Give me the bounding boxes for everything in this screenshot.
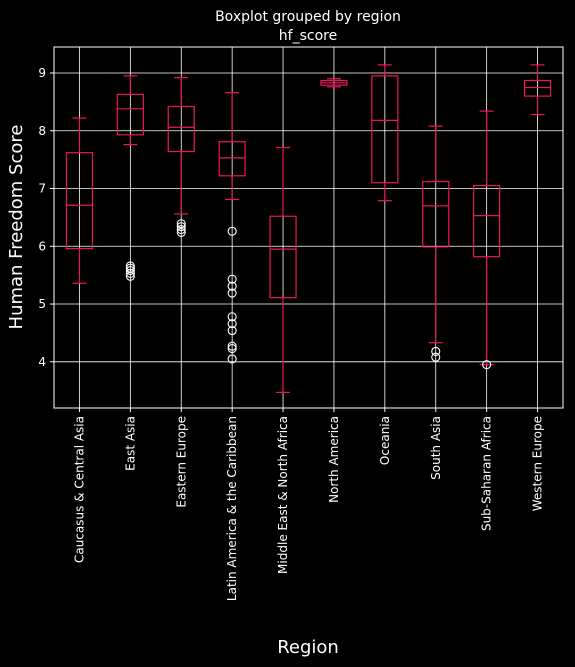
outlier-point (482, 360, 492, 370)
y-tick-label: 8 (38, 124, 46, 138)
box-group (116, 75, 144, 281)
box-group (167, 77, 195, 237)
outlier-point (227, 288, 237, 298)
x-tick-label: East Asia (123, 416, 137, 471)
box-group (523, 64, 552, 116)
outlier-point (176, 219, 186, 229)
box (371, 75, 399, 184)
box-group (218, 92, 246, 364)
x-tick-label: Latin America & the Caribbean (225, 416, 239, 601)
y-tick-label: 9 (38, 66, 46, 80)
chart-title: Boxplot grouped by region (215, 9, 401, 25)
x-tick-label: Middle East & North Africa (276, 416, 290, 574)
y-tick-label: 7 (38, 182, 46, 196)
box (422, 180, 450, 248)
y-tick-label: 6 (38, 239, 46, 253)
outlier-point (227, 343, 237, 354)
outlier-point (227, 354, 237, 364)
outlier-point (125, 265, 135, 276)
x-tick-label: Caucasus & Central Asia (72, 416, 86, 563)
x-tick-label: Eastern Europe (174, 416, 188, 508)
outlier-point (227, 274, 237, 284)
outlier-point (227, 312, 237, 322)
x-axis-label: Region (277, 637, 339, 658)
x-tick-label: Western Europe (531, 416, 545, 511)
x-tick-label: North America (327, 416, 341, 503)
box-group (269, 146, 297, 394)
box-group (371, 64, 399, 202)
box-group (320, 78, 348, 88)
x-tick-label: South Asia (429, 416, 443, 480)
y-tick-label: 5 (38, 297, 46, 311)
x-tick-label: Oceania (378, 416, 392, 465)
outlier-point (431, 352, 441, 362)
outlier-point (431, 346, 441, 356)
outlier-point (227, 319, 237, 329)
y-tick-label: 4 (38, 355, 46, 369)
box (473, 185, 501, 258)
x-tick-labels: Caucasus & Central Asia East Asia Eastern … (72, 416, 544, 601)
box-group (473, 110, 501, 370)
tick-marks (50, 72, 539, 412)
boxes (65, 64, 552, 394)
outlier-point (125, 261, 135, 271)
box-group (422, 125, 450, 362)
outlier-point (227, 226, 237, 236)
outlier-point (227, 326, 237, 336)
outlier-point (125, 263, 135, 273)
box (218, 141, 246, 177)
outlier-point (176, 227, 186, 237)
y-tick-labels: 4 5 6 7 8 9 (38, 66, 46, 369)
box (116, 93, 144, 136)
chart-subtitle: hf_score (279, 28, 337, 44)
box (167, 105, 195, 153)
outlier-point (176, 224, 186, 235)
plot-frame (53, 46, 564, 409)
box-group (65, 117, 94, 284)
outlier-point (227, 341, 237, 351)
outlier-point (176, 222, 186, 232)
y-axis-label: Human Freedom Score (6, 125, 27, 330)
box (523, 79, 552, 97)
outlier-point (227, 281, 237, 291)
box (65, 152, 94, 250)
box (269, 215, 297, 299)
x-tick-label: Sub-Saharan Africa (480, 416, 494, 531)
